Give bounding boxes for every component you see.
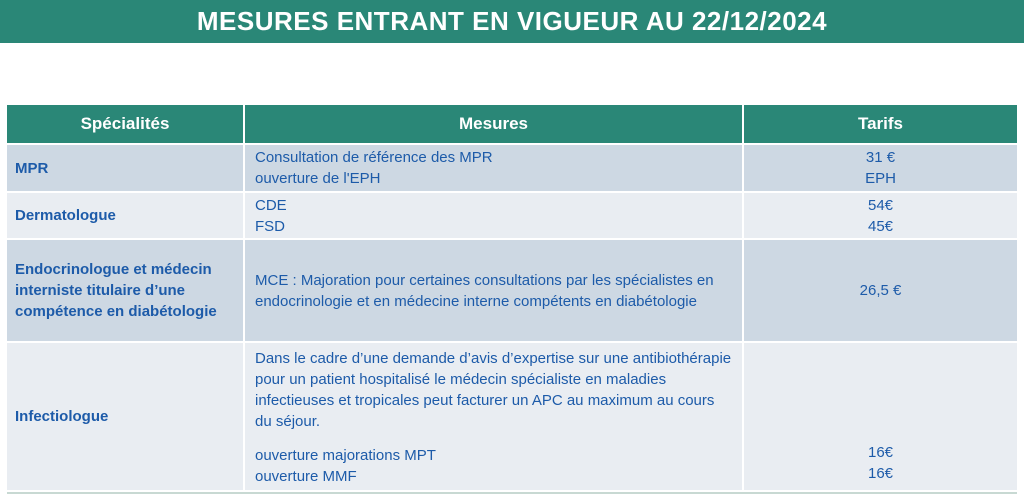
tariff-value: 26,5 € (859, 282, 902, 299)
measure-spacer (255, 432, 732, 445)
header-tariffs: Tarifs (744, 105, 1017, 143)
specialty-cell: Infectiologue (7, 343, 243, 490)
measures-cell: Dans le cadre d’une demande d’avis d’exp… (245, 343, 742, 490)
tariff-value: 45€ (867, 217, 894, 235)
measures-cell: Consultation de référence des MPR ouvert… (245, 145, 742, 191)
measure-line: Consultation de référence des MPR (255, 149, 493, 166)
tariff-cell: 31 € EPH (744, 145, 1017, 191)
table-row-infectiologue: Infectiologue Dans le cadre d’une demand… (7, 343, 1017, 490)
header-measures: Mesures (245, 105, 742, 143)
measure-line: CDE (255, 196, 287, 214)
tariff-cell: 16€ 16€ (744, 343, 1017, 490)
table-row-endocrinologue: Endocrinologue et médecin interniste tit… (7, 240, 1017, 341)
specialty-cell: Dermatologue (7, 193, 243, 238)
table-row-mpr: MPR Consultation de référence des MPR ou… (7, 145, 1017, 191)
measures-table: Spécialités Mesures Tarifs MPR Consultat… (7, 105, 1017, 494)
specialty-label: Infectiologue (15, 408, 109, 425)
tariff-value: 54€ (867, 196, 894, 214)
page-title: MESURES ENTRANT EN VIGUEUR AU 22/12/2024 (196, 6, 828, 36)
tariff-cell: 26,5 € (744, 240, 1017, 341)
tariff-value: 16€ (867, 465, 894, 482)
tariff-value: 31 € (865, 149, 896, 166)
specialty-cell: Endocrinologue et médecin interniste tit… (7, 240, 243, 341)
measure-line: ouverture majorations MPT (255, 447, 436, 464)
measure-line: ouverture MMF (255, 468, 357, 485)
header-specialties: Spécialités (7, 105, 243, 143)
measures-cell: MCE : Majoration pour certaines consulta… (245, 240, 742, 341)
specialty-label: Endocrinologue et médecin interniste tit… (15, 261, 217, 320)
measure-line: FSD (255, 217, 285, 235)
measure-paragraph: Dans le cadre d’une demande d’avis d’exp… (255, 350, 732, 430)
specialty-label: Dermatologue (15, 207, 116, 224)
title-banner: MESURES ENTRANT EN VIGUEUR AU 22/12/2024 (0, 0, 1024, 43)
table-row-dermatologue: Dermatologue CDE FSD 54€ 45€ (7, 193, 1017, 238)
table-header-row: Spécialités Mesures Tarifs (7, 105, 1017, 143)
tariff-value: EPH (865, 170, 896, 187)
measure-line: MCE : Majoration pour certaines consulta… (255, 271, 714, 310)
tariff-value: 16€ (867, 444, 894, 461)
specialty-cell: MPR (7, 145, 243, 191)
specialty-label: MPR (15, 159, 49, 177)
measures-cell: CDE FSD (245, 193, 742, 238)
tariff-cell: 54€ 45€ (744, 193, 1017, 238)
measure-line: ouverture de l'EPH (255, 170, 381, 187)
